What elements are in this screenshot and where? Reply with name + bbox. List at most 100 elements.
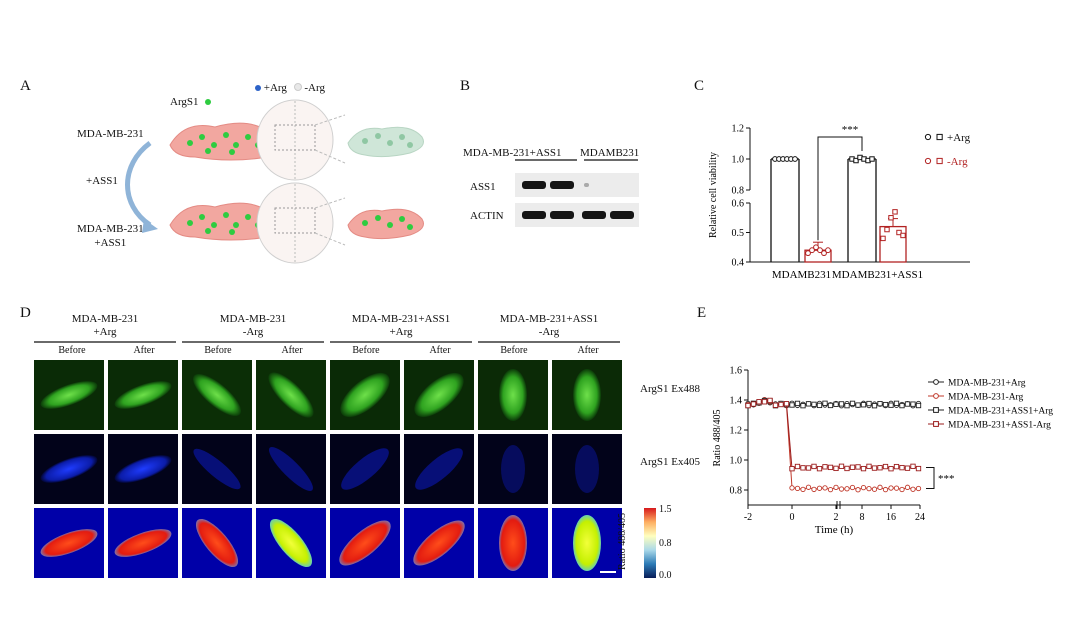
e-legend-circle-icon <box>933 393 939 399</box>
c-ytick-label: 0.4 <box>732 258 745 269</box>
e-xtick-label: 0 <box>790 512 795 523</box>
colorbar-tick-mid: 0.8 <box>659 538 672 549</box>
e-point <box>827 486 834 493</box>
col-after-1: After <box>133 345 155 356</box>
col-after-2: After <box>281 345 303 356</box>
e-point <box>860 484 867 491</box>
e-point <box>811 463 817 470</box>
e-point <box>833 465 839 472</box>
e-point <box>910 486 916 492</box>
e-point <box>915 485 922 492</box>
group-4-line2: -Arg <box>538 326 560 338</box>
e-point <box>888 485 894 491</box>
c-legend-circle-icon <box>924 157 932 165</box>
e-point <box>811 401 817 408</box>
colorbar-label: Ratio 488/405 <box>616 513 628 570</box>
e-point <box>816 485 823 491</box>
e-point <box>849 484 856 491</box>
e-sig-bracket <box>926 467 935 489</box>
col-before-2: Before <box>204 345 232 356</box>
group-3-line2: +Arg <box>389 326 413 338</box>
ratio-row <box>34 508 622 578</box>
c-ytick-label: 1.0 <box>732 155 745 166</box>
e-series-line <box>747 399 919 470</box>
e-ytick-label: 0.8 <box>730 486 743 497</box>
e-point <box>805 484 812 490</box>
c-legend-label: -Arg <box>947 156 968 168</box>
ass1-band-1 <box>522 181 546 189</box>
actin-band-4 <box>610 211 634 219</box>
group-header-lines <box>34 341 620 343</box>
c-legend-circle-icon <box>924 133 932 141</box>
colorbar <box>644 508 656 578</box>
cell-top-minus-shape <box>347 126 424 158</box>
ass1-arrow-head <box>142 219 158 233</box>
e-point <box>860 402 867 408</box>
e-point <box>833 484 839 491</box>
c-sig-bracket <box>817 136 863 241</box>
e-point <box>877 465 883 471</box>
sensor-dot-icon <box>204 99 211 105</box>
group-1-line2: +Arg <box>93 326 117 338</box>
sensor-legend: ArgS1 <box>170 92 211 110</box>
c-y-label: Relative cell viability <box>708 152 719 238</box>
e-point <box>855 487 861 493</box>
ass1-curved-arrow <box>125 140 152 228</box>
e-point <box>871 465 878 471</box>
e-point <box>822 400 828 406</box>
e-point <box>893 400 900 406</box>
dish-top <box>256 99 334 181</box>
e-point <box>871 486 878 492</box>
e-point <box>816 402 823 409</box>
c-point <box>792 156 798 162</box>
cell-bottom-minus-dots <box>362 215 413 230</box>
e-legend-label: MDA-MB-231+ASS1-Arg <box>948 421 1051 431</box>
col-before-1: Before <box>58 345 86 356</box>
e-point <box>888 466 894 472</box>
c-ytick-label: 1.2 <box>732 124 745 135</box>
zoom-lines <box>314 114 346 246</box>
blot-col2-label: MDAMB231 <box>580 147 640 159</box>
e-point <box>904 484 911 490</box>
c-legend-square-icon <box>936 157 943 165</box>
e-point <box>811 486 817 493</box>
e-point <box>789 466 795 472</box>
c-point <box>825 247 831 254</box>
plus-arg-label: +Arg <box>263 82 287 94</box>
group-2-line2: -Arg <box>242 326 264 338</box>
ass1-arrow-label: +ASS1 <box>86 175 118 187</box>
chart-e: 0.8 1.0 1.2 1.4 1.6 -2 0 2 8 16 24 Time (h) Ratio 48… <box>712 366 1053 537</box>
group-1-line1: MDA-MB-231 <box>71 313 139 325</box>
e-xtick-label: 24 <box>915 512 925 523</box>
actin-band-3 <box>582 211 606 219</box>
e-point <box>761 399 768 405</box>
microscopy-grid <box>34 360 622 578</box>
group-header-4: MDA-MB-231+ASS1 -Arg <box>478 313 620 339</box>
cell-line-top: MDA-MB-231 <box>77 128 144 140</box>
e-point <box>833 401 839 407</box>
e-point <box>783 401 790 407</box>
e-point <box>844 486 850 492</box>
panel-label-d: D <box>20 305 31 321</box>
c-point <box>888 215 894 221</box>
e-point <box>794 400 801 407</box>
e-point <box>800 486 806 493</box>
e-point <box>838 463 845 469</box>
actin-band-2 <box>550 211 574 219</box>
col-after-3: After <box>429 345 451 356</box>
arg-legend: +Arg -Arg <box>255 82 325 94</box>
group-header-3: MDA-MB-231+ASS1 +Arg <box>330 313 472 339</box>
c-sig-label: *** <box>842 124 859 136</box>
e-y-label: Ratio 488/405 <box>712 410 723 467</box>
e-series-line <box>747 399 919 491</box>
e-xtick-label: 8 <box>860 512 865 523</box>
e-legend-label: MDA-MB-231+ASS1+Arg <box>948 407 1053 417</box>
c-point <box>813 244 819 251</box>
e-point <box>888 402 894 408</box>
e-point <box>893 485 900 491</box>
c-category-label: MDAMB231+ASS1 <box>832 269 923 281</box>
ass1-band-2 <box>550 181 574 189</box>
cell-line-bottom-2: +ASS1 <box>94 237 127 249</box>
e-point <box>915 465 922 472</box>
e-point <box>866 485 872 492</box>
